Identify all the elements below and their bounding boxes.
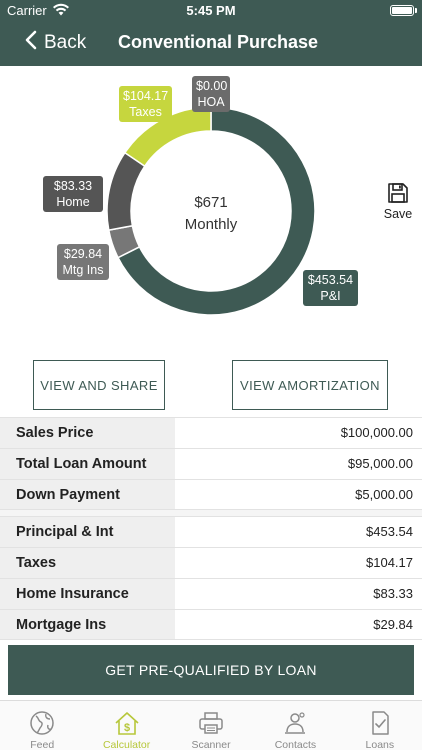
table-row: Taxes $104.17 <box>0 547 422 578</box>
tab-loans[interactable]: Loans <box>338 701 422 751</box>
carrier-label: Carrier <box>7 3 47 18</box>
tab-label: Scanner <box>191 739 231 751</box>
row-value: $5,000.00 <box>355 487 413 502</box>
callout-mtg-ins-label: Mtg Ins <box>62 263 104 277</box>
callout-pi-label: P&I <box>320 289 341 303</box>
donut-svg <box>106 106 316 316</box>
callout-mtg-ins: $29.84 Mtg Ins <box>57 244 109 280</box>
back-label: Back <box>44 32 87 53</box>
callout-hoa: $0.00 HOA <box>192 76 230 112</box>
row-value: $100,000.00 <box>340 425 413 440</box>
callout-home-ins-value: $83.33 <box>53 179 93 193</box>
callout-hoa-label: HOA <box>197 95 225 109</box>
row-key: Down Payment <box>0 480 175 509</box>
row-value: $83.33 <box>373 586 413 601</box>
tab-label: Loans <box>365 739 395 751</box>
row-key: Mortgage Ins <box>0 610 175 639</box>
save-button[interactable]: Save <box>380 179 416 221</box>
nav-bar: Back Conventional Purchase <box>0 22 422 66</box>
callout-home-ins-label: Home Ins <box>56 195 90 225</box>
table-row: Total Loan Amount $95,000.00 <box>0 448 422 479</box>
status-time: 5:45 PM <box>186 3 236 18</box>
center-label: Monthly <box>184 216 238 233</box>
row-key: Total Loan Amount <box>0 449 175 479</box>
house-dollar-icon: $ <box>84 709 168 737</box>
callout-home-ins: $83.33 Home Ins <box>43 176 103 225</box>
row-value: $29.84 <box>373 617 413 632</box>
tab-feed[interactable]: Feed <box>0 701 84 751</box>
printer-icon <box>169 709 253 737</box>
payment-donut-chart: $671 Monthly $104.17 Taxes $0.00 HOA $83… <box>0 66 422 350</box>
tab-label: Calculator <box>102 739 151 751</box>
callout-hoa-value: $0.00 <box>196 79 228 93</box>
row-key: Sales Price <box>0 418 175 448</box>
tab-label: Contacts <box>274 739 317 751</box>
globe-icon <box>0 709 84 737</box>
table-row: Down Payment $5,000.00 <box>0 479 422 510</box>
row-value: $453.54 <box>366 524 413 539</box>
tab-bar: Feed $ Calculator Scanner Contacts Loans <box>0 700 422 751</box>
section-divider <box>0 510 422 516</box>
table-row: Mortgage Ins $29.84 <box>0 609 422 640</box>
page-title: Conventional Purchase <box>118 32 319 52</box>
row-key: Principal & Int <box>0 517 175 547</box>
center-amount: $671 <box>194 194 228 211</box>
payment-breakdown-table: Principal & Int $453.54 Taxes $104.17 Ho… <box>0 516 422 640</box>
callout-taxes-label: Taxes <box>129 105 162 119</box>
battery-nub <box>415 8 417 13</box>
document-check-icon <box>338 709 422 737</box>
chevron-left-icon <box>24 30 38 56</box>
tab-contacts[interactable]: Contacts <box>253 701 337 751</box>
callout-pi: $453.54 P&I <box>303 270 358 306</box>
svg-text:$: $ <box>124 722 130 734</box>
tab-label: Feed <box>30 739 55 751</box>
table-row: Sales Price $100,000.00 <box>0 417 422 448</box>
view-amortization-button[interactable]: VIEW AMORTIZATION <box>232 360 388 410</box>
callout-pi-value: $453.54 <box>307 273 354 287</box>
floppy-disk-icon <box>380 181 416 205</box>
row-value: $104.17 <box>366 555 413 570</box>
donut-slice-p-i <box>117 106 316 316</box>
save-label: Save <box>383 207 413 221</box>
tab-calculator[interactable]: $ Calculator <box>84 701 168 751</box>
status-bar: Carrier 5:45 PM <box>0 0 422 22</box>
back-button[interactable]: Back <box>24 30 86 56</box>
tab-scanner[interactable]: Scanner <box>169 701 253 751</box>
loan-summary-table: Sales Price $100,000.00 Total Loan Amoun… <box>0 417 422 510</box>
donut-slice-home-ins <box>106 151 146 232</box>
row-value: $95,000.00 <box>347 456 413 471</box>
row-key: Taxes <box>0 548 175 578</box>
table-row: Home Insurance $83.33 <box>0 578 422 609</box>
callout-mtg-ins-value: $29.84 <box>63 247 103 261</box>
donut-slice-taxes <box>123 106 212 168</box>
table-row: Principal & Int $453.54 <box>0 516 422 547</box>
callout-taxes-value: $104.17 <box>123 89 169 103</box>
wifi-icon <box>53 3 69 19</box>
contact-person-icon <box>253 709 337 737</box>
get-pre-qualified-button[interactable]: GET PRE-QUALIFIED BY LOAN <box>8 645 414 695</box>
callout-taxes: $104.17 Taxes <box>119 86 172 122</box>
row-key: Home Insurance <box>0 579 175 609</box>
view-and-share-button[interactable]: VIEW AND SHARE <box>33 360 165 410</box>
battery-icon <box>390 5 414 16</box>
